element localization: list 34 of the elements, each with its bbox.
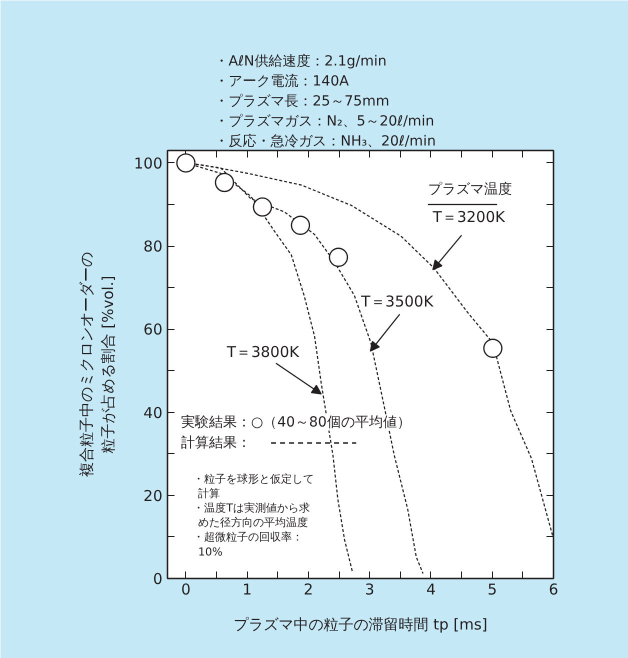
point <box>290 216 310 235</box>
x-tick-label: 4 <box>426 580 436 598</box>
x-tick-label: 0 <box>181 580 191 598</box>
x-tick-label: 3 <box>364 580 374 598</box>
text: ・プラズマ長：25～75mm <box>214 94 390 110</box>
point <box>328 248 348 267</box>
text: ・アーク電流：140A <box>214 74 350 90</box>
y-tick-label: 60 <box>143 320 163 339</box>
y-tick-label: 100 <box>134 154 163 172</box>
point <box>214 172 234 192</box>
text: ・AℓN供給速度：2.1g/min <box>214 54 387 70</box>
annotation: 実験結果：○（40～80個の平均値） <box>180 414 411 431</box>
annotation: T＝3800K <box>226 343 300 362</box>
annotation: ・粒子を球形と仮定して計算 <box>193 472 314 500</box>
text: ・プラズマガス：N₂、5～20ℓ/min <box>214 114 434 130</box>
point <box>176 153 196 173</box>
annotation: ・温度Tは実測値から求めた径方向の平均温度 <box>193 502 310 530</box>
annotation: ・超微粒子の回収率：10% <box>193 530 304 558</box>
y-tick-label: 40 <box>143 404 163 422</box>
x-tick-label: 6 <box>548 580 558 598</box>
annotation: プラズマ温度 <box>428 182 512 198</box>
point <box>252 197 272 217</box>
annotation: 計算結果： <box>180 435 251 452</box>
annotation: T＝3500K <box>360 292 434 310</box>
point <box>483 338 502 358</box>
annotation: T＝3200K <box>432 208 506 226</box>
x-axis-title: プラズマ中の粒子の滞留時間 tp [ms] <box>233 616 488 634</box>
x-tick-label: 5 <box>487 580 498 598</box>
y-axis-title: 複合粒子中のミクロンオーダーの粒子が占める割合 [%vol.] <box>77 252 117 477</box>
y-tick-label: 20 <box>143 486 163 505</box>
x-tick-label: 1 <box>242 580 252 598</box>
x-tick-label: 2 <box>304 580 314 598</box>
y-tick-label: 80 <box>143 238 163 256</box>
text: ・反応・急冷ガス：NH₃、20ℓ/min <box>214 134 436 150</box>
